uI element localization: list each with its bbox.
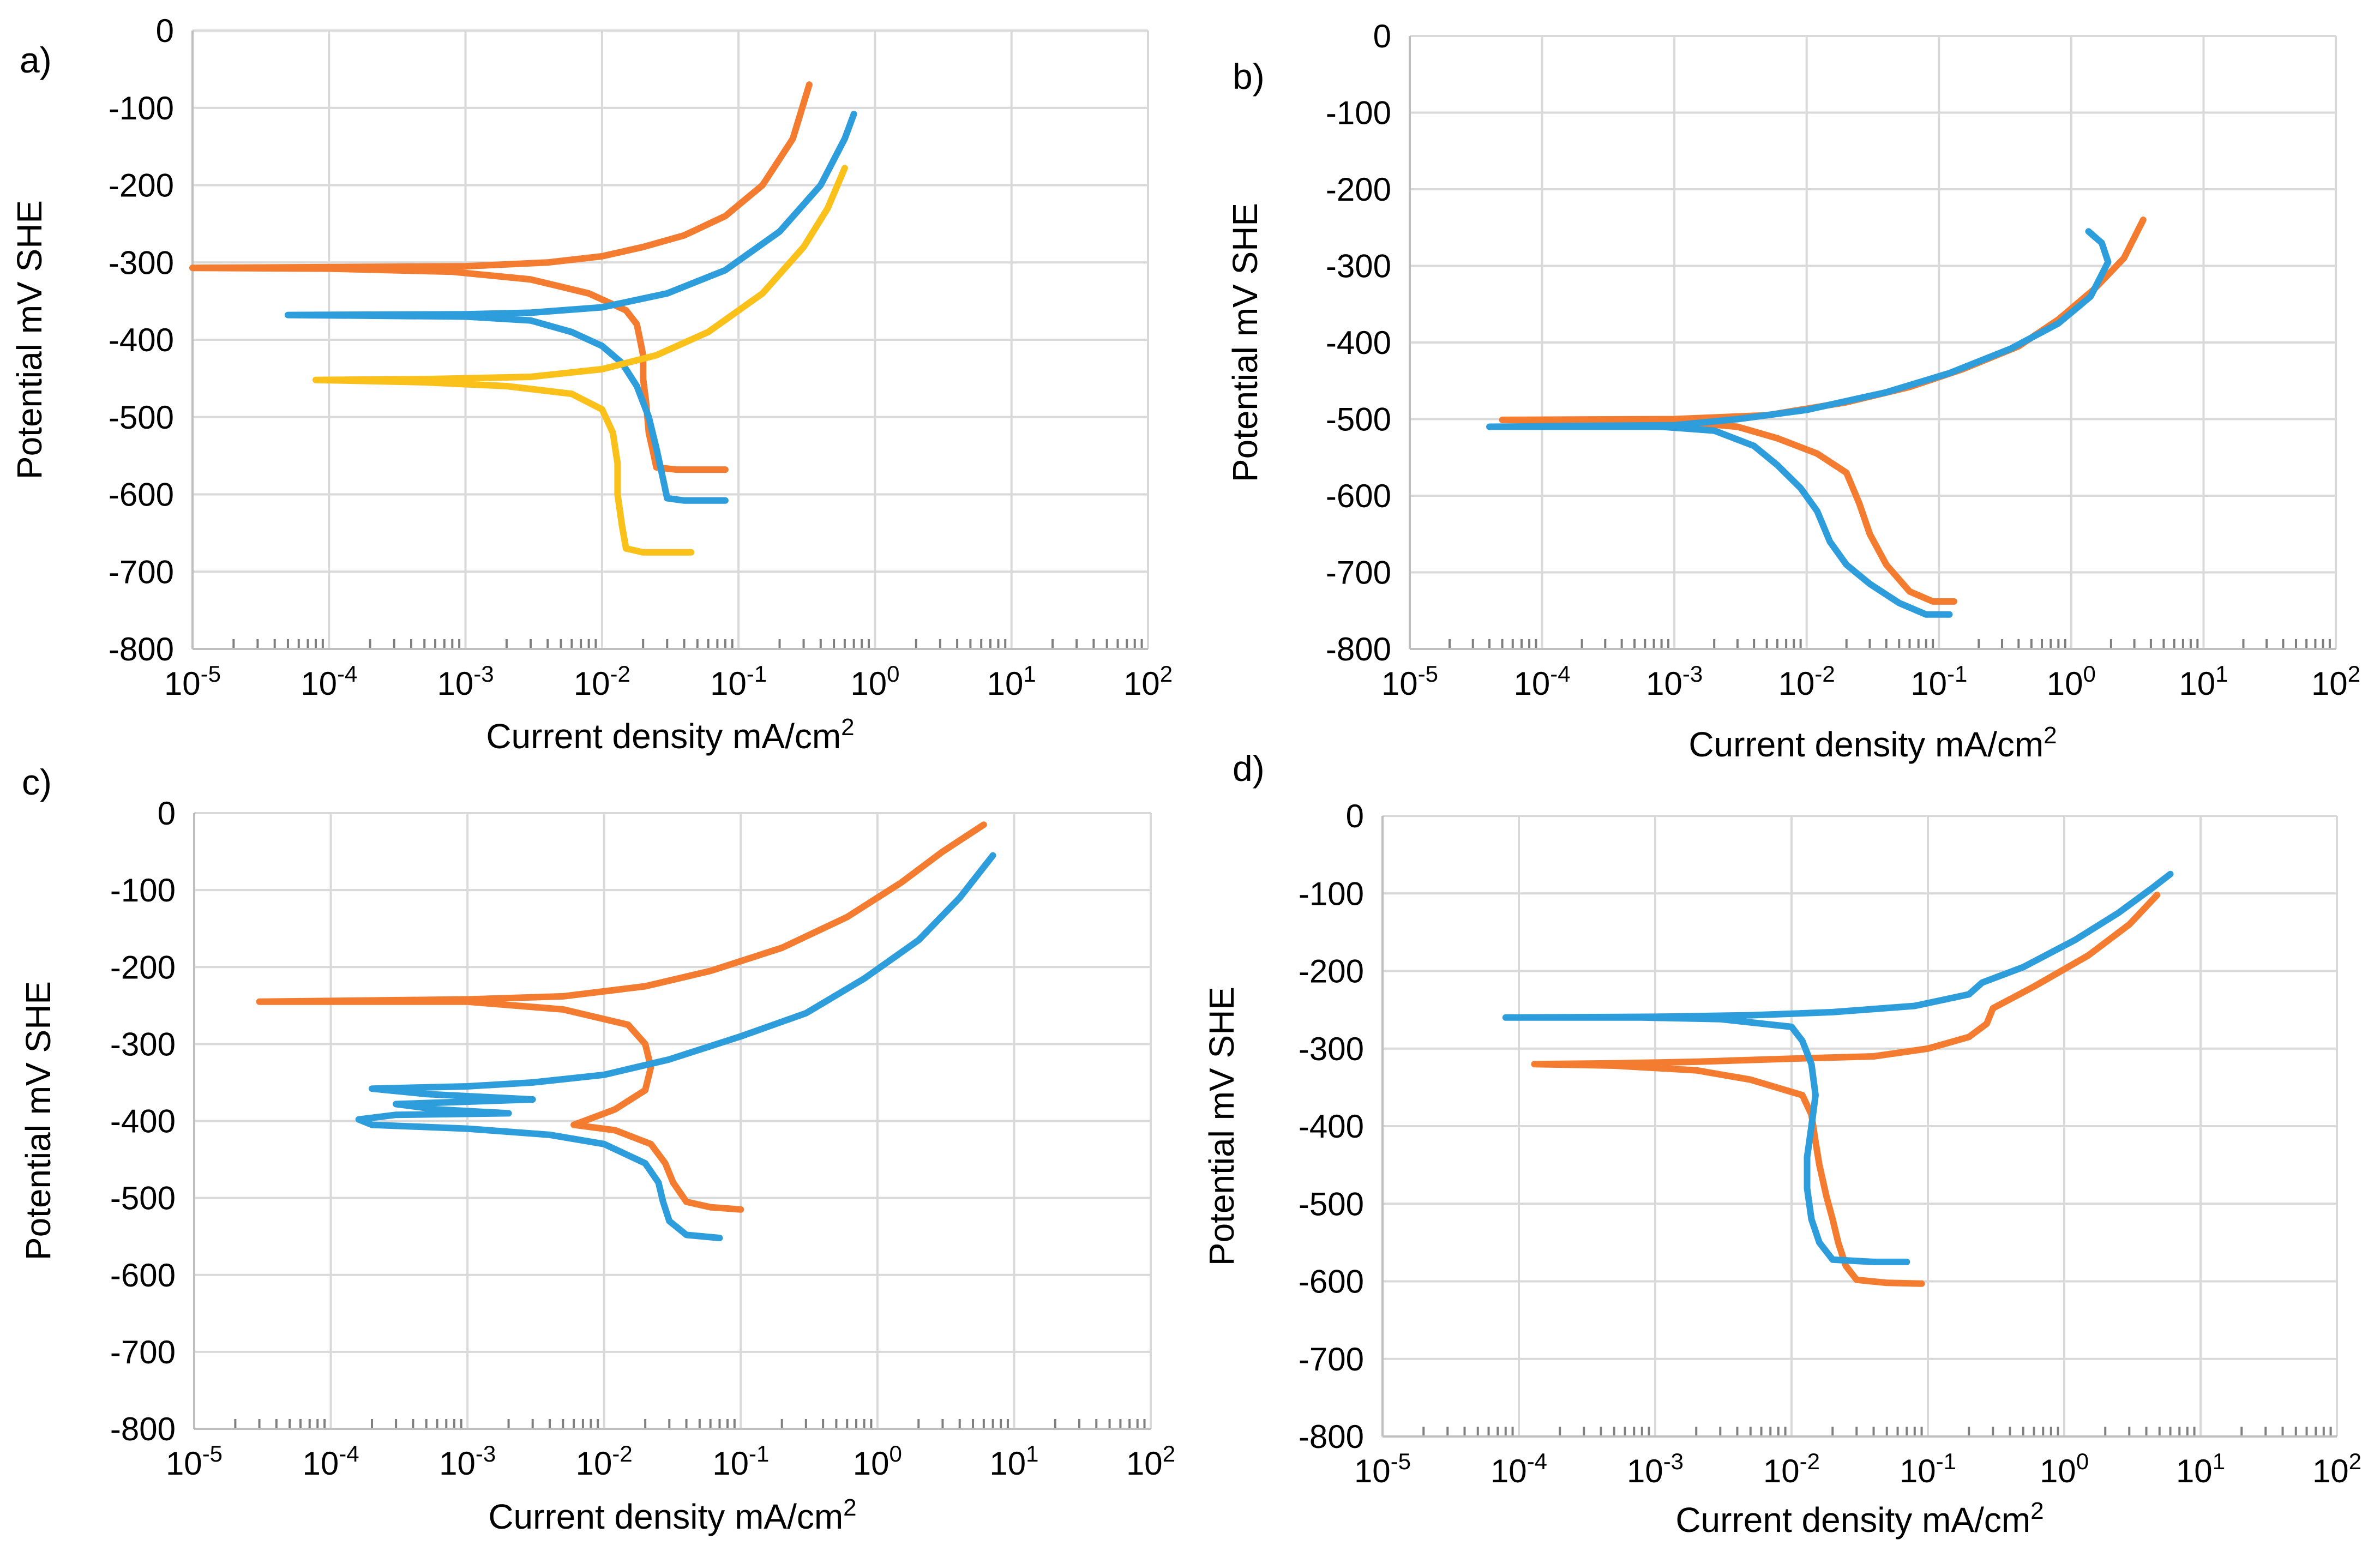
panel-label-b: b) <box>1233 56 1265 97</box>
x-tick-label: 10-2 <box>574 661 630 702</box>
y-tick-label: -500 <box>1326 401 1391 438</box>
series-line-orange <box>1531 892 2161 1287</box>
y-tick-label: -200 <box>109 167 174 204</box>
panel-label-a: a) <box>20 40 52 80</box>
y-tick-label: -500 <box>110 1180 176 1217</box>
x-tick-label: 10-2 <box>576 1441 633 1482</box>
x-tick-label: 10-5 <box>164 661 221 702</box>
x-tick-label: 101 <box>2179 661 2228 702</box>
y-tick-label: -700 <box>1299 1341 1364 1378</box>
x-tick-label: 102 <box>1126 1441 1175 1482</box>
x-tick-label: 100 <box>2040 1448 2089 1489</box>
x-tick-label: 10-1 <box>710 661 767 702</box>
series-line-blue <box>1502 870 2174 1265</box>
y-tick-label: -500 <box>109 399 174 436</box>
y-tick-label: 0 <box>1373 18 1391 55</box>
x-tick-label: 101 <box>989 1441 1038 1482</box>
x-axis-title: Current density mA/cm2 <box>486 714 854 756</box>
y-tick-label: -500 <box>1299 1186 1364 1222</box>
y-axis-title: Potential mV SHE <box>10 200 49 479</box>
series-line-blue <box>284 111 857 504</box>
x-axis-title: Current density mA/cm2 <box>1675 1498 2044 1540</box>
y-tick-label: -100 <box>110 872 176 909</box>
x-tick-label: 10-1 <box>712 1441 769 1482</box>
y-tick-label: -800 <box>109 631 174 668</box>
x-tick-label: 10-4 <box>1514 661 1571 702</box>
series-line-blue <box>1486 228 2112 618</box>
x-tick-label: 10-1 <box>1900 1448 1956 1489</box>
y-tick-label: -300 <box>1326 248 1391 285</box>
y-tick-label: -300 <box>109 244 174 281</box>
y-tick-label: 0 <box>156 13 174 49</box>
panel-label-d: d) <box>1233 748 1265 789</box>
y-tick-label: -300 <box>110 1026 176 1062</box>
x-axis-title: Current density mA/cm2 <box>488 1494 856 1536</box>
x-tick-label: 101 <box>987 661 1036 702</box>
x-axis-title: Current density mA/cm2 <box>1688 722 2057 764</box>
y-tick-label: 0 <box>1346 798 1364 834</box>
series-line-orange <box>256 821 987 1213</box>
panel-c: c) 0 -100 -200 -300 -400 -500 -600 -700 -80010-5… <box>19 762 1175 1536</box>
y-tick-label: -700 <box>109 554 174 590</box>
y-tick-label: -400 <box>1299 1108 1364 1145</box>
x-tick-label: 100 <box>853 1441 902 1482</box>
x-tick-label: 10-5 <box>1381 661 1438 702</box>
x-tick-label: 102 <box>2311 661 2360 702</box>
y-tick-label: -700 <box>1326 555 1391 591</box>
y-tick-label: 0 <box>158 795 176 832</box>
x-tick-label: 102 <box>2312 1448 2361 1489</box>
x-tick-label: 10-4 <box>1490 1448 1547 1489</box>
x-tick-label: 100 <box>850 661 899 702</box>
panel-d: d) 0 -100 -200 -300 -400 -500 -600 -700 -80010-5… <box>1202 748 2361 1540</box>
y-axis-title: Potential mV SHE <box>1225 203 1265 482</box>
x-tick-label: 10-1 <box>1910 661 1967 702</box>
x-tick-label: 10-2 <box>1778 661 1835 702</box>
y-tick-label: -800 <box>110 1411 176 1447</box>
x-tick-label: 10-3 <box>1646 661 1703 702</box>
y-tick-label: -400 <box>110 1103 176 1140</box>
y-tick-label: -200 <box>1326 171 1391 208</box>
y-tick-label: -200 <box>1299 953 1364 990</box>
series-line-blue <box>355 852 996 1241</box>
y-tick-label: -600 <box>1326 478 1391 514</box>
y-tick-label: -400 <box>109 322 174 358</box>
series-line-yellow <box>312 165 848 556</box>
y-tick-label: -300 <box>1299 1031 1364 1067</box>
y-tick-label: -800 <box>1299 1418 1364 1455</box>
panel-b: b) 0 -100 -200 -300 -400 -500 -600 -700 -80010-5… <box>1225 18 2360 764</box>
y-tick-label: -400 <box>1326 324 1391 361</box>
y-tick-label: -200 <box>110 949 176 985</box>
y-tick-label: -100 <box>1326 95 1391 131</box>
x-tick-label: 10-2 <box>1763 1448 1820 1489</box>
y-tick-label: -600 <box>109 477 174 513</box>
y-tick-label: -600 <box>1299 1264 1364 1300</box>
y-axis-title: Potential mV SHE <box>1202 987 1241 1266</box>
y-axis-title: Potential mV SHE <box>19 981 58 1260</box>
x-tick-label: 10-4 <box>303 1441 359 1482</box>
x-tick-label: 10-4 <box>300 661 357 702</box>
y-tick-label: -600 <box>110 1257 176 1294</box>
y-tick-label: -100 <box>109 90 174 127</box>
x-tick-label: 10-5 <box>166 1441 223 1482</box>
y-tick-label: -100 <box>1299 875 1364 912</box>
x-tick-label: 100 <box>2047 661 2096 702</box>
x-tick-label: 101 <box>2176 1448 2225 1489</box>
panel-label-c: c) <box>22 762 52 802</box>
x-tick-label: 10-3 <box>1627 1448 1684 1489</box>
x-tick-label: 102 <box>1123 661 1173 702</box>
y-tick-label: -800 <box>1326 631 1391 668</box>
panel-a: a) 0 -100 -200 -300 -400 -500 -600 -700 -80010-5… <box>10 13 1173 756</box>
x-tick-label: 10-3 <box>439 1441 496 1482</box>
y-tick-label: -700 <box>110 1334 176 1370</box>
x-tick-label: 10-3 <box>437 661 494 702</box>
x-tick-label: 10-5 <box>1354 1448 1411 1489</box>
